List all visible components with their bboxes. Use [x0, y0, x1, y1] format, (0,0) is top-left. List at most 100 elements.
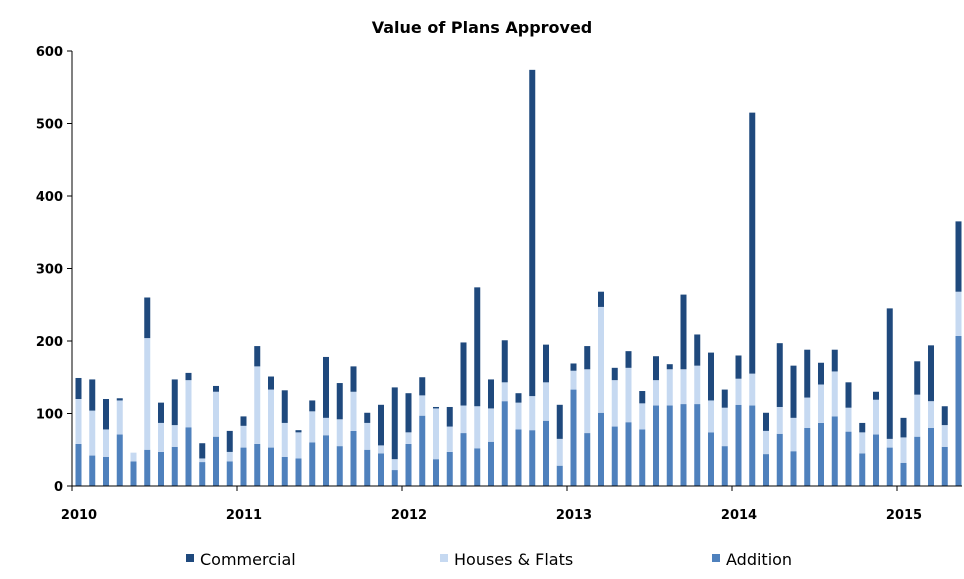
bar-addition-58	[873, 434, 879, 486]
bar-commercial-32	[515, 393, 522, 403]
bar-houses-flats-3	[116, 400, 123, 435]
bar-houses-flats-39	[611, 380, 618, 427]
bar-addition-30	[488, 441, 494, 486]
bar-addition-43	[666, 405, 673, 486]
bar-commercial-17	[309, 400, 316, 412]
bar-commercial-26	[433, 406, 439, 409]
bar-houses-flats-26	[433, 408, 439, 460]
bar-commercial-62	[928, 345, 934, 402]
bar-houses-flats-28	[460, 405, 467, 434]
bar-addition-41	[639, 429, 646, 486]
bar-addition-39	[611, 426, 618, 486]
bar-commercial-20	[350, 366, 357, 392]
x-tick-label: 2011	[226, 508, 262, 523]
legend-label: Commercial	[200, 550, 296, 569]
bar-houses-flats-1	[89, 410, 96, 456]
y-tick-label: 400	[36, 190, 63, 205]
bar-addition-48	[735, 404, 742, 486]
bar-commercial-25	[419, 377, 426, 396]
bar-commercial-43	[666, 364, 673, 370]
bar-houses-flats-40	[625, 367, 632, 423]
bar-houses-flats-49	[749, 373, 756, 406]
bar-addition-57	[859, 453, 866, 487]
bar-houses-flats-12	[240, 425, 247, 448]
bar-addition-9	[199, 462, 206, 486]
bar-addition-35	[556, 465, 563, 486]
bar-addition-53	[804, 428, 811, 486]
x-tick-label: 2012	[391, 508, 427, 523]
bar-houses-flats-2	[103, 429, 109, 457]
bar-commercial-23	[391, 387, 398, 460]
bar-addition-10	[213, 436, 219, 486]
bar-commercial-13	[254, 346, 261, 367]
bar-commercial-44	[680, 294, 687, 370]
bar-addition-44	[680, 404, 687, 486]
bar-commercial-33	[529, 69, 536, 397]
legend-swatch	[440, 554, 448, 562]
bar-commercial-60	[900, 417, 907, 438]
bar-houses-flats-33	[529, 396, 536, 431]
bar-addition-34	[543, 420, 549, 486]
bar-addition-59	[886, 447, 893, 486]
bar-houses-flats-0	[75, 399, 82, 444]
x-tick-label: 2014	[721, 508, 757, 523]
bar-addition-62	[928, 428, 934, 486]
bar-addition-45	[694, 404, 701, 486]
bar-commercial-50	[763, 412, 769, 431]
bar-houses-flats-24	[405, 432, 412, 444]
bar-houses-flats-30	[488, 408, 494, 442]
bar-commercial-38	[598, 291, 604, 307]
bar-commercial-11	[226, 430, 233, 452]
bar-houses-flats-38	[598, 306, 604, 413]
bar-addition-20	[350, 430, 357, 486]
bar-addition-0	[75, 443, 82, 486]
bar-commercial-63	[941, 406, 948, 426]
bar-addition-13	[254, 443, 261, 486]
bar-commercial-29	[474, 287, 481, 407]
bar-commercial-10	[213, 385, 219, 392]
bar-houses-flats-23	[391, 459, 398, 471]
bar-houses-flats-54	[818, 384, 824, 423]
bar-commercial-51	[776, 343, 783, 407]
bar-commercial-61	[914, 361, 921, 395]
bar-addition-4	[130, 461, 137, 486]
bar-commercial-40	[625, 351, 632, 368]
bar-commercial-59	[886, 308, 893, 439]
bar-addition-25	[419, 415, 426, 486]
bar-commercial-41	[639, 391, 646, 404]
bar-addition-38	[598, 412, 604, 486]
bar-addition-63	[941, 446, 948, 486]
x-tick-label: 2015	[886, 508, 922, 523]
bar-houses-flats-36	[570, 370, 577, 390]
bar-houses-flats-57	[859, 432, 866, 454]
bar-commercial-57	[859, 422, 866, 433]
bar-houses-flats-8	[185, 380, 192, 428]
bar-addition-37	[584, 433, 591, 486]
bar-houses-flats-4	[130, 452, 137, 462]
bar-commercial-5	[144, 297, 151, 339]
bar-houses-flats-37	[584, 369, 591, 434]
y-tick-label: 500	[36, 118, 63, 133]
bar-commercial-30	[488, 379, 494, 409]
bar-addition-54	[818, 422, 824, 486]
bar-addition-31	[501, 401, 508, 486]
legend-swatch	[712, 554, 720, 562]
bar-houses-flats-35	[556, 438, 563, 466]
bar-commercial-9	[199, 443, 206, 459]
bar-addition-24	[405, 443, 412, 486]
bar-commercial-34	[543, 344, 549, 383]
bar-addition-22	[378, 453, 384, 487]
bar-commercial-8	[185, 372, 192, 381]
bar-addition-26	[433, 459, 439, 486]
bar-addition-49	[749, 405, 756, 486]
bar-commercial-36	[570, 363, 577, 371]
bar-houses-flats-59	[886, 438, 893, 448]
bar-commercial-16	[295, 430, 302, 433]
bar-houses-flats-5	[144, 338, 151, 450]
y-tick-label: 0	[54, 480, 63, 495]
bar-addition-52	[790, 451, 797, 486]
bar-commercial-45	[694, 334, 701, 366]
legend-label: Addition	[726, 550, 792, 569]
bar-commercial-12	[240, 416, 247, 426]
bar-houses-flats-20	[350, 391, 357, 431]
